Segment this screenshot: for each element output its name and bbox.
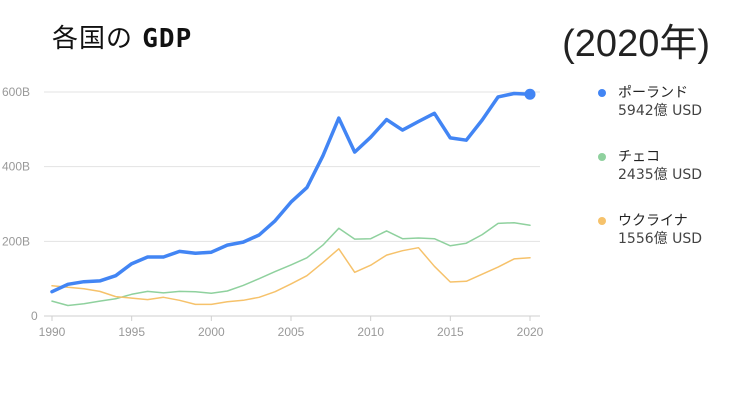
x-tick-label: 2005 xyxy=(278,325,305,339)
year-label: (2020年) xyxy=(562,23,710,65)
series-line-poland xyxy=(50,91,532,294)
legend-item-ukraine[interactable]: ウクライナ 1556億 USD xyxy=(598,212,738,248)
legend-dot-ukraine xyxy=(598,217,606,225)
legend-dot-poland xyxy=(598,89,606,97)
y-tick-label: 0 xyxy=(31,309,38,323)
x-tick-label: 1995 xyxy=(118,325,145,339)
chart-title: 各国の GDP xyxy=(52,18,192,55)
title-gdp: GDP xyxy=(142,24,193,54)
legend-name: チェコ xyxy=(618,149,660,165)
y-tick-label: 400B xyxy=(2,160,30,174)
x-tick-label: 1990 xyxy=(39,325,66,339)
y-tick-label: 200B xyxy=(2,234,30,248)
legend: ポーランド 5942億 USD チェコ 2435億 USD ウクライナ 1556… xyxy=(598,84,738,276)
legend-item-poland[interactable]: ポーランド 5942億 USD xyxy=(598,84,738,120)
legend-name: ウクライナ xyxy=(618,213,688,229)
series-line-czech xyxy=(51,221,531,307)
legend-value: 2435億 USD xyxy=(618,167,702,183)
legend-value: 1556億 USD xyxy=(618,231,702,247)
series-end-point-poland xyxy=(524,88,536,100)
legend-name: ポーランド xyxy=(618,85,688,101)
legend-item-czech[interactable]: チェコ 2435億 USD xyxy=(598,148,738,184)
legend-dot-czech xyxy=(598,153,606,161)
x-tick-label: 2015 xyxy=(437,325,464,339)
x-tick-label: 2000 xyxy=(198,325,225,339)
y-tick-label: 600B xyxy=(2,85,30,99)
x-tick-label: 2020 xyxy=(517,325,544,339)
legend-value: 5942億 USD xyxy=(618,103,702,119)
series-line-ukraine xyxy=(51,246,531,306)
gdp-line-chart: 0 200B 400B 600B 1990 1995 2000 2005 2010 2015 202… xyxy=(2,85,544,339)
x-tick-label: 2010 xyxy=(357,325,384,339)
title-prefix: 各国の xyxy=(52,24,134,54)
